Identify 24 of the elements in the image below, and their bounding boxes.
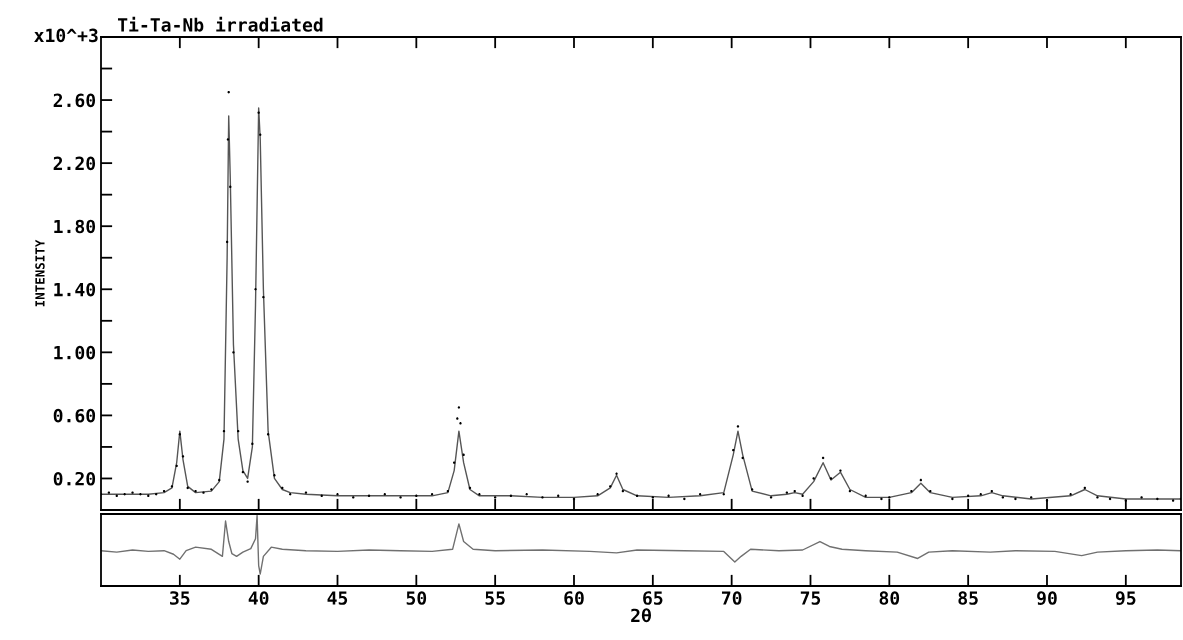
y-tick-label: 2.60	[53, 93, 96, 108]
x-tick-label: 60	[564, 591, 584, 605]
x-tick-label: 80	[879, 591, 900, 605]
x-tick-label: 90	[1037, 591, 1057, 605]
y-tick-label: 0.60	[53, 408, 96, 423]
x-tick-label: 75	[800, 591, 821, 605]
x-tick-label: 40	[248, 591, 269, 605]
chart-title: Ti-Ta-Nb irradiated	[117, 16, 323, 32]
y-tick-label: 2.20	[53, 156, 96, 171]
text: x10^+3	[34, 28, 98, 43]
x-tick-label: 35	[170, 591, 190, 605]
x-tick-label: 50	[406, 591, 427, 605]
y-tick-label: 1.80	[54, 219, 96, 234]
x-tick-label: 95	[1115, 591, 1136, 605]
x-tick-label: 85	[958, 591, 978, 605]
y-axis-title: INTENSITY	[35, 239, 45, 307]
x-tick-label: 55	[485, 591, 505, 605]
y-tick-label: 1.00	[54, 345, 96, 360]
x-tick-label: 70	[721, 591, 742, 605]
x-axis-title: 2θ	[631, 608, 652, 623]
y-tick-label: 0.20	[53, 471, 96, 486]
x-tick-label: 65	[643, 591, 663, 605]
y-tick-label: 1.40	[54, 282, 96, 297]
x-tick-label: 45	[327, 591, 348, 605]
